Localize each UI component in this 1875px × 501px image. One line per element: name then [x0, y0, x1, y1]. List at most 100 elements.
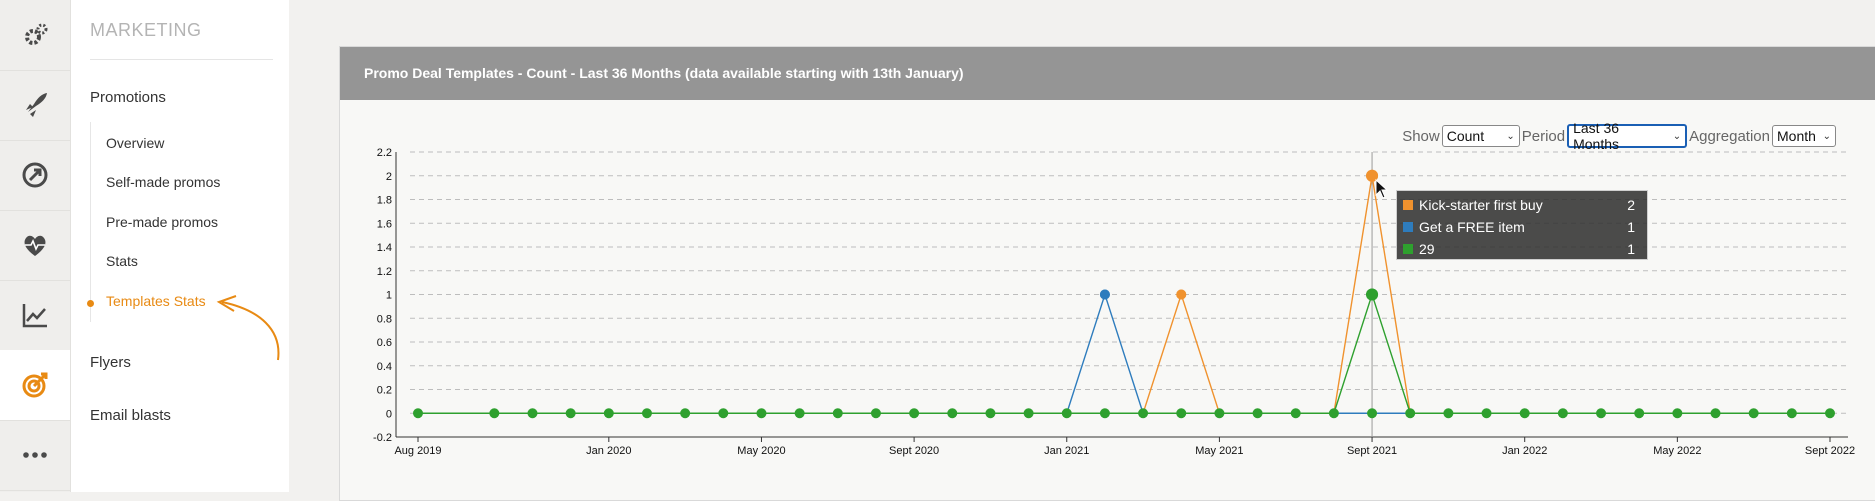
sidebar-item-stats[interactable]: Stats: [106, 253, 138, 269]
sidebar-item-email-blasts[interactable]: Email blasts: [90, 407, 171, 424]
rail-item-more[interactable]: [0, 420, 70, 491]
baseline-point: [1099, 408, 1110, 419]
y-tick-label: 0.4: [377, 361, 392, 373]
peak-point-green: [1366, 288, 1379, 301]
y-tick-label: 1.2: [377, 266, 392, 278]
sidebar: MARKETING Promotions Overview Self-made …: [71, 0, 289, 492]
tooltip-series-value: 1: [1627, 241, 1635, 257]
baseline-point: [1748, 408, 1759, 419]
aggregation-value: Month: [1777, 128, 1816, 144]
x-tick-label: May 2022: [1653, 445, 1701, 457]
y-tick-label: 0.8: [377, 313, 392, 325]
chart-tooltip: Kick-starter first buy 2 Get a FREE item 1 2…: [1396, 190, 1648, 260]
sidebar-item-self-made-promos[interactable]: Self-made promos: [106, 174, 221, 190]
show-select[interactable]: Count ⌄: [1441, 125, 1520, 147]
baseline-point: [413, 408, 423, 419]
y-tick-label: 1.4: [377, 242, 392, 254]
aggregation-label: Aggregation: [1689, 127, 1770, 145]
sidebar-item-templates-stats[interactable]: Templates Stats: [106, 293, 206, 309]
series-line-blue: [418, 292, 1830, 414]
chart-controls: Show Count ⌄ Period Last 36 Months ⌄ Aggre…: [1402, 120, 1838, 152]
sidebar-item-promotions[interactable]: Promotions: [90, 89, 166, 106]
baseline-point: [680, 408, 691, 419]
baseline-point: [1176, 408, 1187, 419]
sidebar-title: MARKETING: [90, 20, 202, 40]
y-tick-label: 2: [386, 171, 392, 183]
sidebar-item-flyers[interactable]: Flyers: [90, 354, 131, 371]
baseline-point: [603, 408, 614, 419]
rail-item-target[interactable]: [0, 350, 70, 421]
baseline-point: [1367, 408, 1378, 419]
period-select[interactable]: Last 36 Months ⌄: [1567, 120, 1688, 152]
y-tick-label: 0.2: [377, 385, 392, 397]
x-tick-label: May 2021: [1195, 445, 1243, 457]
baseline-point: [1443, 408, 1454, 419]
legend-swatch: [1403, 200, 1413, 210]
icon-rail: [0, 0, 71, 492]
target-icon: [22, 372, 48, 398]
baseline-point: [1786, 408, 1797, 419]
peak-point-orange: [1176, 289, 1187, 300]
tooltip-row: Get a FREE item 1: [1403, 217, 1641, 237]
aggregation-select[interactable]: Month ⌄: [1772, 125, 1836, 147]
rail-item-heart-pulse[interactable]: [0, 210, 70, 281]
tooltip-row: Kick-starter first buy 2: [1403, 195, 1641, 215]
cursor-icon: [1375, 178, 1389, 199]
rail-item-gears[interactable]: [0, 0, 70, 71]
x-tick-label: Jan 2021: [1044, 445, 1089, 457]
heart-pulse-icon: [24, 235, 46, 256]
more-icon: [23, 452, 47, 458]
sidebar-item-pre-made-promos[interactable]: Pre-made promos: [106, 214, 219, 230]
tooltip-series-value: 1: [1627, 219, 1635, 235]
baseline-point: [1138, 408, 1149, 419]
x-tick-label: Aug 2019: [394, 445, 441, 457]
tooltip-series-name: Kick-starter first buy: [1419, 197, 1543, 213]
peak-point-orange: [1366, 169, 1379, 182]
tooltip-series-name: 29: [1419, 241, 1435, 257]
chart-panel: Promo Deal Templates - Count - Last 36 M…: [339, 46, 1875, 501]
baseline-point: [489, 408, 500, 419]
baseline-point: [1634, 408, 1645, 419]
gears-icon: [25, 23, 48, 45]
sidebar-divider: [90, 59, 273, 60]
baseline-point: [565, 408, 576, 419]
baseline-point: [1596, 408, 1607, 419]
rail-item-compass[interactable]: [0, 140, 70, 211]
show-label: Show: [1402, 127, 1440, 145]
baseline-point: [756, 408, 767, 419]
chevron-down-icon: ⌄: [1672, 130, 1682, 142]
line-chart-icon: [22, 304, 47, 328]
baseline-point: [1061, 408, 1072, 419]
baseline-point: [832, 408, 843, 419]
baseline-point: [1214, 408, 1225, 419]
tooltip-series-value: 2: [1627, 197, 1635, 213]
chevron-down-icon: ⌄: [1506, 130, 1515, 142]
rail-item-rocket[interactable]: [0, 70, 70, 141]
y-tick-label: -0.2: [373, 432, 392, 444]
baseline-point: [947, 408, 958, 419]
baseline-point: [1252, 408, 1263, 419]
baseline-point: [641, 408, 652, 419]
period-label: Period: [1521, 127, 1566, 145]
sidebar-item-overview[interactable]: Overview: [106, 135, 165, 151]
y-tick-label: 0.6: [377, 337, 392, 349]
baseline-point: [1481, 408, 1492, 419]
baseline-point: [1672, 408, 1683, 419]
baseline-point: [1557, 408, 1568, 419]
compass-icon: [22, 162, 48, 188]
chevron-down-icon: ⌄: [1822, 130, 1831, 142]
tooltip-series-name: Get a FREE item: [1419, 219, 1525, 235]
baseline-point: [1405, 408, 1416, 419]
x-tick-label: Jan 2020: [586, 445, 631, 457]
panel-header: Promo Deal Templates - Count - Last 36 M…: [340, 47, 1875, 100]
legend-swatch: [1403, 244, 1413, 254]
baseline-point: [1710, 408, 1721, 419]
y-tick-label: 1.8: [377, 195, 392, 207]
baseline-point: [909, 408, 920, 419]
x-tick-label: Jan 2022: [1502, 445, 1547, 457]
panel-title: Promo Deal Templates - Count - Last 36 M…: [364, 65, 964, 81]
y-tick-label: 0: [386, 408, 392, 420]
baseline-point: [1023, 408, 1034, 419]
baseline-point: [527, 408, 538, 419]
